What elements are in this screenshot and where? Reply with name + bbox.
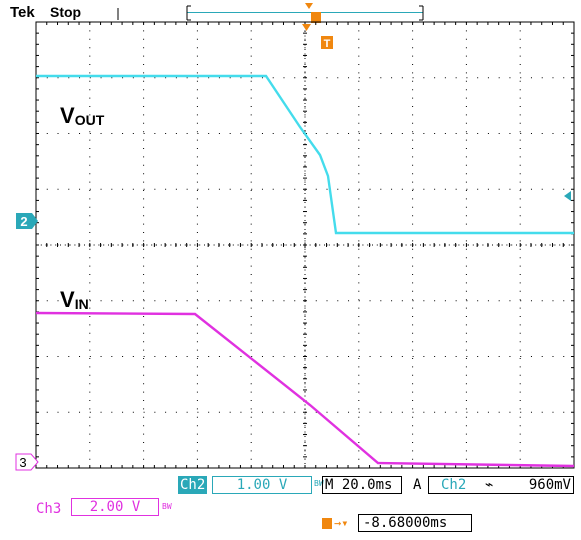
- svg-text:3: 3: [19, 455, 26, 470]
- ch3-readout-name: Ch3: [36, 501, 62, 517]
- trigger-position-icon: [302, 24, 311, 31]
- ch3-marker[interactable]: 3: [15, 453, 39, 471]
- vout-label: VOUT: [60, 103, 105, 128]
- ch3-vin-trace: [35, 311, 575, 468]
- top-status-bar: Tek Stop: [0, 0, 581, 22]
- trigger-pos-icon: [322, 518, 332, 529]
- vin-label: VIN: [60, 287, 89, 312]
- ch2-scale-readout[interactable]: 1.00 V: [212, 476, 312, 494]
- ch2-marker[interactable]: 2: [16, 213, 38, 229]
- trigger-source: Ch2: [441, 477, 467, 493]
- trigger-level: 960mV: [528, 477, 571, 493]
- ch2-vout-trace: [36, 74, 574, 235]
- trigger-level-icon: [564, 191, 571, 201]
- ch2-bw-icon: BW: [314, 479, 324, 488]
- trigger-arrow-icon: →▾: [334, 516, 349, 530]
- svg-text:2: 2: [20, 214, 27, 229]
- trigger-position-readout[interactable]: -8.68000ms: [358, 514, 472, 532]
- record-trigger-icon: [311, 12, 321, 23]
- brand-logo: Tek: [10, 4, 35, 21]
- timebase-readout[interactable]: M 20.0ms: [322, 476, 402, 494]
- trigger-marker-label: T: [324, 38, 331, 50]
- record-bar: [117, 3, 424, 23]
- trigger-mode: A: [413, 477, 422, 493]
- ch2-readout-name: Ch2: [178, 476, 208, 494]
- ch3-bw-icon: BW: [162, 502, 172, 511]
- ch3-scale-readout[interactable]: 2.00 V: [71, 498, 159, 516]
- falling-edge-icon: ⌁: [485, 477, 494, 493]
- trigger-readout-box[interactable]: Ch2 ⌁ 960mV: [428, 476, 574, 494]
- trigger-marker-icon: [321, 36, 333, 49]
- run-state: Stop: [50, 4, 82, 20]
- graticule-grid: [35, 21, 575, 469]
